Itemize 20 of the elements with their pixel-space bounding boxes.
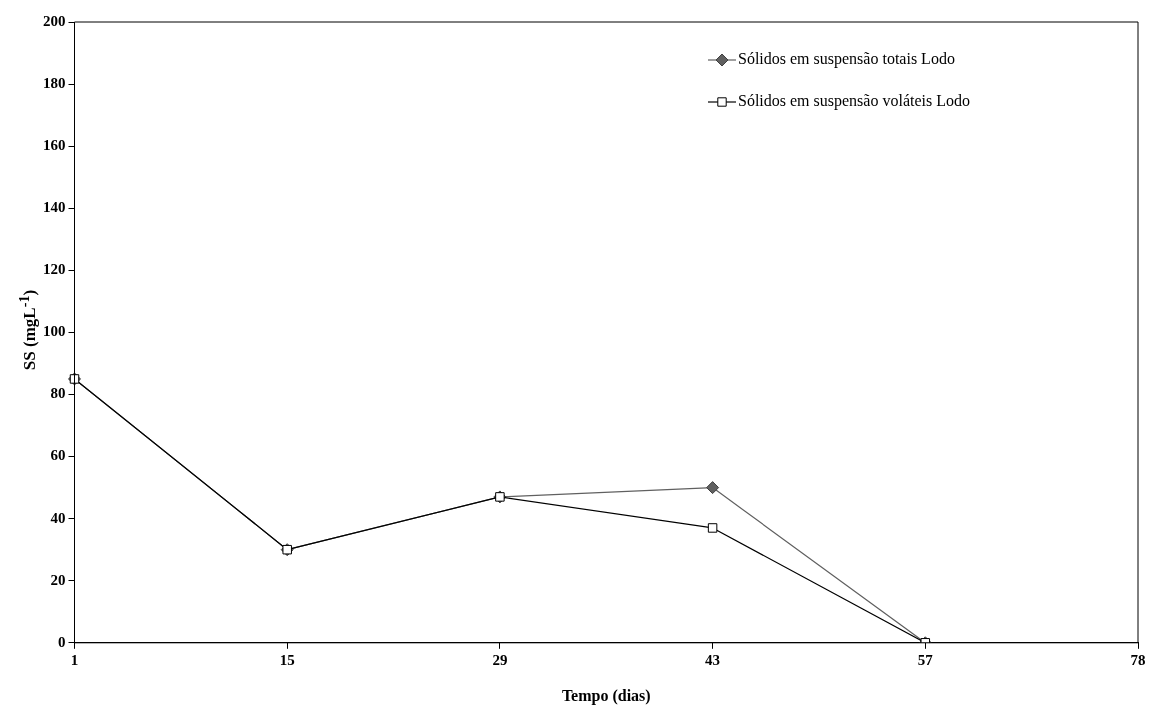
y-tick-label: 180 (43, 74, 66, 91)
y-tick-label: 60 (50, 447, 66, 464)
y-tick-label: 80 (50, 385, 66, 402)
y-tick-label: 140 (43, 199, 66, 216)
y-tick-label: 100 (43, 323, 66, 340)
legend-label: Sólidos em suspensão totais Lodo (738, 50, 955, 69)
x-tick-label: 78 (1130, 651, 1146, 668)
legend-label: Sólidos em suspensão voláteis Lodo (738, 92, 970, 111)
x-tick-label: 1 (70, 651, 79, 668)
y-tick-label: 20 (50, 571, 66, 588)
y-tick-label: 40 (50, 509, 66, 526)
y-tick-label: 200 (43, 12, 66, 29)
x-tick-label: 57 (917, 651, 934, 668)
x-axis-title: Tempo (dias) (561, 686, 651, 705)
y-tick-label: 0 (58, 633, 66, 650)
x-tick-label: 15 (279, 651, 295, 668)
x-tick-label: 43 (705, 651, 721, 668)
y-tick-label: 160 (43, 137, 66, 154)
x-tick-label: 29 (492, 651, 508, 668)
y-tick-label: 120 (43, 261, 66, 278)
